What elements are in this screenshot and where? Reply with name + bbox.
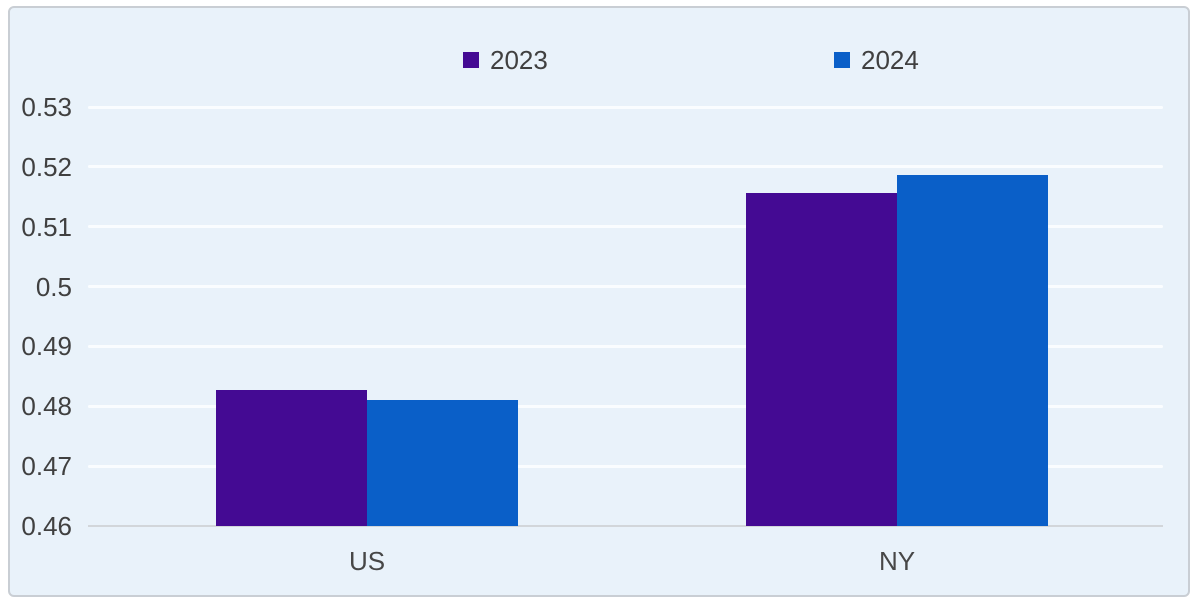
gridline bbox=[88, 105, 1163, 109]
bar-ny-2023 bbox=[746, 192, 897, 526]
x-axis-line bbox=[88, 525, 1163, 527]
gridline bbox=[88, 464, 1163, 468]
y-tick-label: 0.52 bbox=[21, 151, 72, 182]
legend-item-2023: 2023 bbox=[463, 42, 548, 78]
legend-item-2024: 2024 bbox=[834, 42, 919, 78]
legend-swatch-2024 bbox=[834, 52, 850, 68]
legend-label-2024: 2024 bbox=[861, 44, 919, 75]
bar-us-2024 bbox=[367, 400, 518, 526]
legend-label-2023: 2023 bbox=[490, 44, 548, 75]
bar-ny-2024 bbox=[897, 175, 1048, 526]
y-tick-label: 0.51 bbox=[21, 211, 72, 242]
y-tick-label: 0.49 bbox=[21, 331, 72, 362]
gridline bbox=[88, 404, 1163, 408]
gridline bbox=[88, 165, 1163, 169]
gridline bbox=[88, 225, 1163, 229]
plot-area bbox=[88, 105, 1163, 527]
bar-us-2023 bbox=[216, 389, 367, 526]
legend-swatch-2023 bbox=[463, 52, 479, 68]
y-tick-label: 0.5 bbox=[35, 271, 72, 302]
gridline bbox=[88, 285, 1163, 289]
y-tick-label: 0.46 bbox=[21, 511, 72, 541]
y-tick-label: 0.47 bbox=[21, 451, 72, 482]
y-tick-label: 0.48 bbox=[21, 391, 72, 422]
y-tick-label: 0.53 bbox=[21, 92, 72, 122]
category-label-ny: NY bbox=[878, 546, 916, 576]
gridline bbox=[88, 344, 1163, 348]
category-label-us: US bbox=[348, 546, 386, 576]
